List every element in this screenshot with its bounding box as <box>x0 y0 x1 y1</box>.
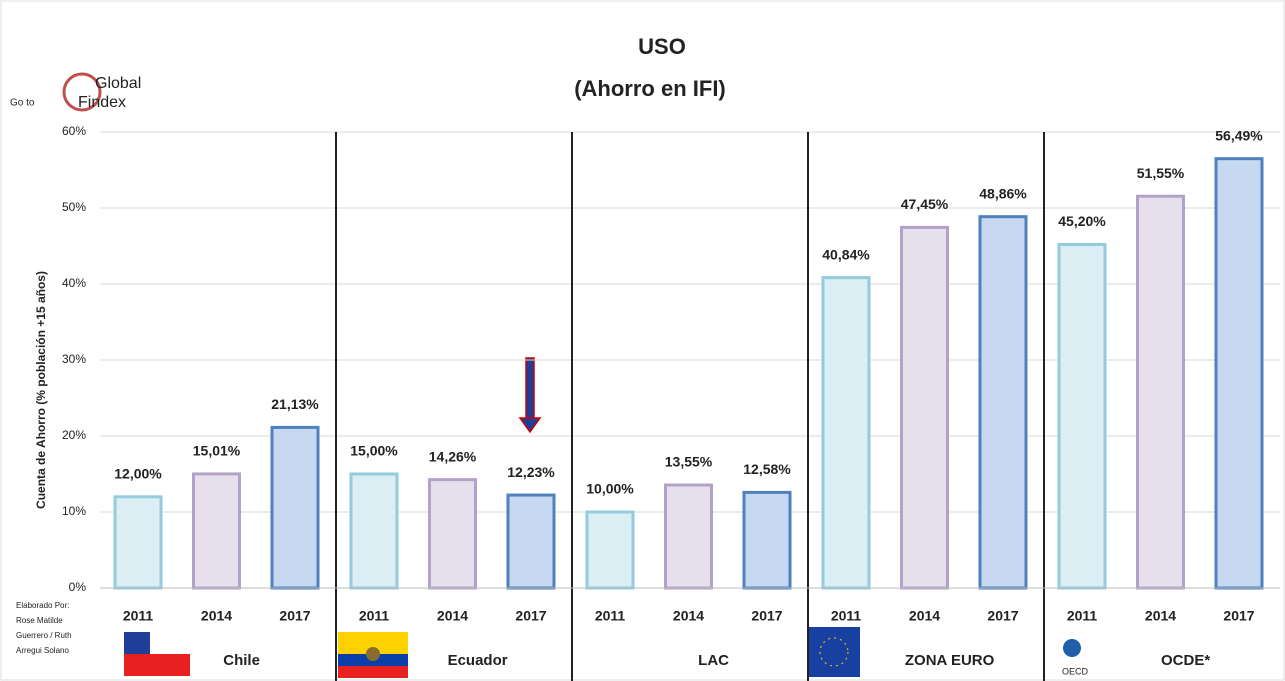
x-tick-label: 2011 <box>1067 608 1098 624</box>
x-tick-label: 2011 <box>595 608 626 624</box>
x-tick-label: 2014 <box>437 608 468 624</box>
x-tick-label: 2017 <box>1223 608 1254 624</box>
x-tick-label: 2017 <box>751 608 782 624</box>
value-label: 47,45% <box>901 196 949 212</box>
bar <box>742 490 792 590</box>
group-label: OCDE* <box>1161 652 1210 669</box>
y-tick-label: 40% <box>62 276 86 290</box>
y-tick-label: 0% <box>69 580 87 594</box>
x-tick-label: 2017 <box>987 608 1018 624</box>
x-tick-label: 2011 <box>359 608 390 624</box>
bar <box>978 215 1028 590</box>
x-tick-label: 2014 <box>201 608 232 624</box>
bar <box>1057 242 1107 590</box>
bar <box>900 225 949 590</box>
value-label: 51,55% <box>1137 165 1185 181</box>
bar <box>113 495 163 590</box>
x-tick-label: 2017 <box>279 608 310 624</box>
flag-ecuador <box>338 632 408 678</box>
value-label: 13,55% <box>665 454 713 470</box>
x-tick-label: 2017 <box>515 608 546 624</box>
logo: Go to Global Findex <box>10 72 141 112</box>
logo-text: Findex <box>78 94 126 111</box>
bar <box>1136 194 1185 590</box>
chart-title: USO <box>638 34 686 59</box>
value-label: 21,13% <box>271 396 319 412</box>
note: Arregui Solano <box>16 646 69 655</box>
y-axis-label: Cuenta de Ahorro (% población +15 años) <box>34 271 48 509</box>
value-label: 45,20% <box>1058 213 1106 229</box>
value-label: 10,00% <box>586 481 634 497</box>
bar <box>821 276 871 590</box>
y-tick-label: 60% <box>62 124 86 138</box>
value-label: 15,00% <box>350 443 398 459</box>
y-tick-label: 30% <box>62 352 86 366</box>
y-tick-label: 10% <box>62 504 86 518</box>
bar <box>506 493 556 590</box>
chart-subtitle: (Ahorro en IFI) <box>574 76 726 101</box>
value-label: 15,01% <box>193 443 241 459</box>
value-label: 12,58% <box>743 461 791 477</box>
group-label: LAC <box>698 652 729 669</box>
note: Elaborado Por: <box>16 601 69 610</box>
bar <box>664 483 713 590</box>
red-arrow <box>518 357 542 434</box>
x-tick-label: 2011 <box>831 608 862 624</box>
bar <box>428 478 477 590</box>
value-label: 56,49% <box>1215 127 1263 143</box>
group-label: ZONA EURO <box>905 652 995 669</box>
x-tick-label: 2014 <box>909 608 940 624</box>
bar <box>1214 157 1264 590</box>
flag-chile <box>124 632 190 676</box>
svg-text:OECD: OECD <box>1062 666 1089 676</box>
flag-eu <box>808 627 860 677</box>
value-label: 12,23% <box>507 464 555 480</box>
value-label: 40,84% <box>822 246 870 262</box>
value-label: 14,26% <box>429 448 477 464</box>
x-tick-label: 2014 <box>673 608 704 624</box>
y-tick-label: 50% <box>62 200 86 214</box>
group-label: Ecuador <box>448 652 508 669</box>
value-label: 12,00% <box>114 466 162 482</box>
bar <box>192 472 241 590</box>
y-tick-label: 20% <box>62 428 86 442</box>
bar <box>585 510 635 590</box>
bar <box>270 425 320 590</box>
oecd-icon: OECD <box>1062 639 1089 676</box>
bar <box>349 472 399 590</box>
value-label: 48,86% <box>979 185 1027 201</box>
note: Guerrero / Ruth <box>16 631 72 640</box>
group-label: Chile <box>223 652 260 669</box>
note: Rose Matilde <box>16 616 63 625</box>
logo-text: Global <box>95 75 141 92</box>
logo-prefix: Go to <box>10 98 35 109</box>
x-tick-label: 2014 <box>1145 608 1176 624</box>
x-tick-label: 2011 <box>123 608 154 624</box>
logo-ring <box>62 72 102 112</box>
